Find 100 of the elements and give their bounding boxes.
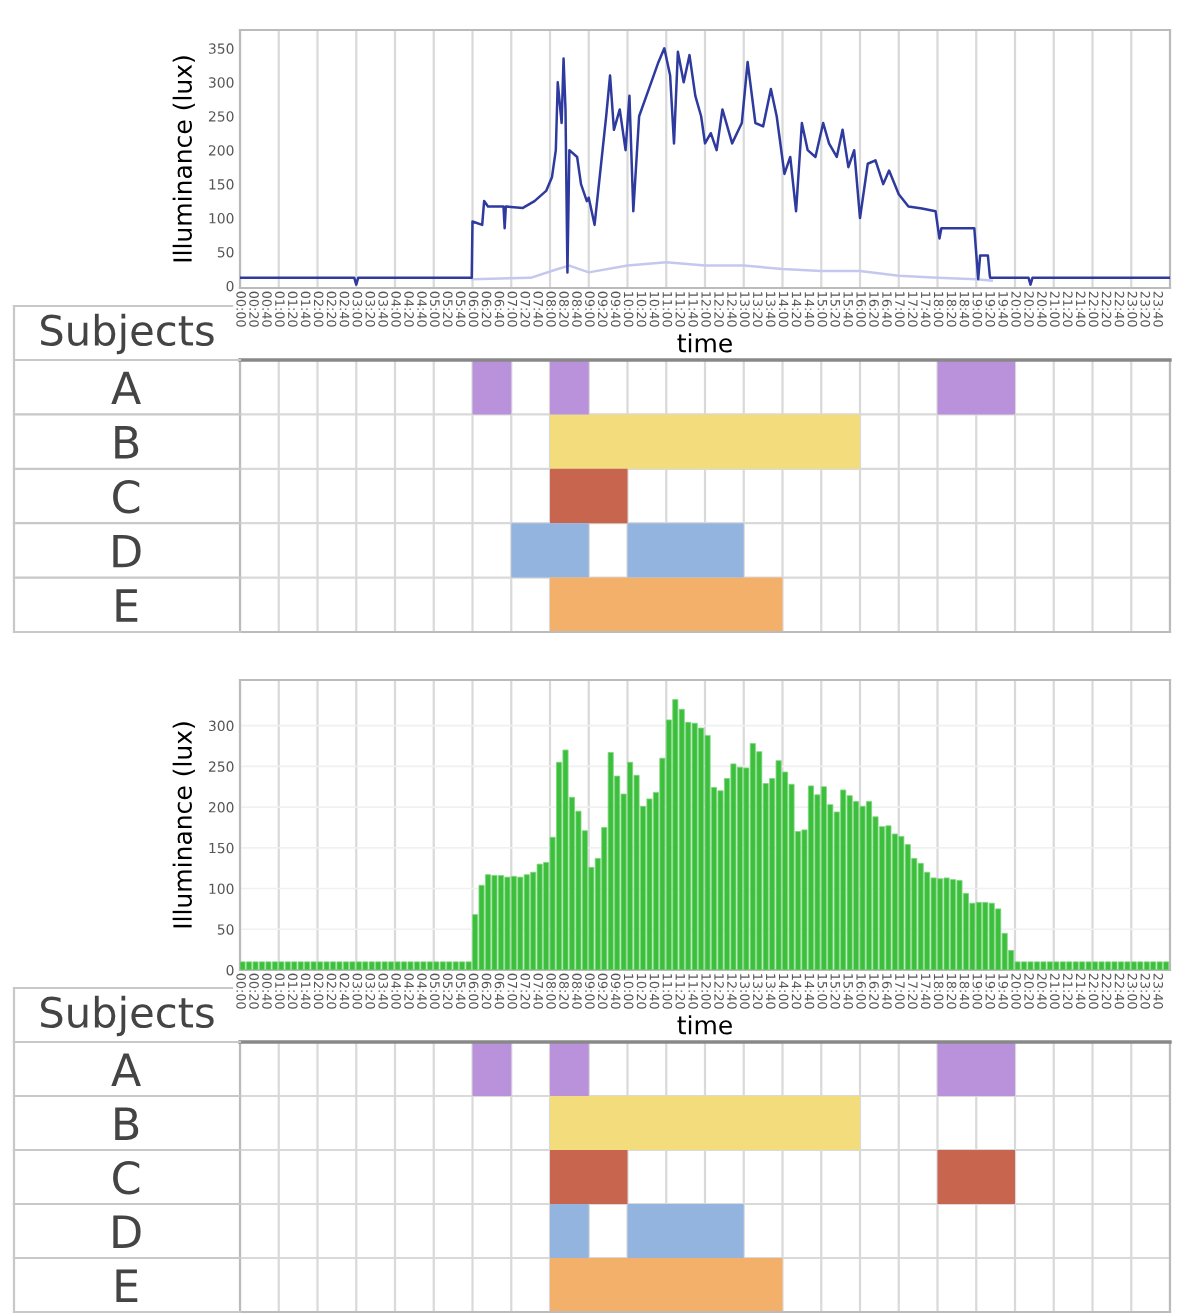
bar — [1072, 961, 1079, 970]
bar — [995, 908, 1002, 970]
bar — [240, 961, 246, 970]
bar — [1111, 961, 1118, 970]
bar — [627, 761, 634, 970]
bar — [982, 901, 989, 970]
bar — [891, 833, 898, 970]
bar — [904, 844, 911, 970]
bar — [278, 961, 285, 970]
bar — [943, 877, 950, 970]
bar — [459, 961, 466, 970]
bar — [517, 876, 524, 970]
bar — [930, 877, 937, 970]
bar — [756, 751, 763, 970]
y-tick-label: C — [113, 1160, 140, 1195]
bar — [523, 874, 530, 970]
bar — [413, 961, 420, 970]
bar — [1027, 961, 1034, 970]
bar — [749, 743, 756, 970]
bar — [691, 722, 698, 970]
bar — [988, 902, 995, 970]
bar — [820, 786, 827, 970]
bar — [401, 961, 408, 970]
bar — [704, 734, 711, 970]
bar — [530, 871, 537, 970]
bar — [407, 961, 414, 970]
bar — [258, 961, 265, 970]
bar — [497, 875, 504, 970]
bar — [550, 577, 783, 632]
bar — [388, 961, 395, 970]
bar — [342, 961, 349, 970]
y-axis-title: Illuminance (lux) — [172, 56, 195, 262]
y-tick-label: B — [115, 1107, 139, 1140]
bar — [1130, 961, 1137, 970]
bar — [1066, 961, 1073, 970]
bar — [646, 798, 653, 970]
bar — [536, 863, 543, 970]
bar — [330, 961, 336, 970]
y-tick-label: A — [111, 1053, 141, 1086]
bar — [1040, 961, 1047, 970]
bar — [917, 862, 924, 970]
bar — [924, 871, 931, 970]
bar — [1124, 961, 1131, 970]
bar — [1046, 961, 1053, 970]
bar — [846, 795, 853, 970]
bar — [840, 789, 847, 970]
y-tick-label: E — [116, 589, 138, 622]
y-tick-label: C — [113, 479, 140, 514]
bar — [317, 961, 324, 970]
bar — [271, 961, 278, 970]
bar — [672, 699, 679, 970]
bar — [252, 961, 259, 970]
bar — [730, 763, 737, 970]
bar — [853, 800, 860, 970]
bar — [550, 1096, 860, 1150]
y-tick-label: D — [113, 1215, 141, 1248]
bar — [510, 875, 517, 970]
bar — [310, 961, 317, 970]
bar — [426, 961, 433, 970]
bar — [1105, 961, 1111, 970]
bar — [284, 961, 291, 970]
bar — [1085, 961, 1092, 970]
bar — [975, 901, 982, 970]
x-axis-title: time — [677, 333, 732, 353]
bar — [956, 879, 963, 970]
y-tick-label: A — [111, 371, 141, 405]
y-axis-title: Subjects — [41, 313, 214, 355]
bar — [1059, 961, 1066, 970]
bar — [859, 805, 866, 970]
bar — [550, 414, 860, 469]
y-axis-title: Illuminance (lux) — [172, 722, 195, 928]
bar — [381, 961, 388, 970]
bar — [291, 961, 298, 970]
bar — [937, 1042, 1015, 1096]
bar — [1137, 961, 1144, 970]
bar — [504, 876, 511, 970]
bar — [336, 961, 343, 970]
bar — [562, 749, 569, 970]
bar — [1098, 961, 1105, 970]
bar — [433, 961, 440, 970]
bar — [1021, 961, 1028, 970]
bar — [950, 879, 956, 970]
bar — [550, 1258, 783, 1312]
bar — [550, 468, 628, 524]
bar — [368, 961, 375, 970]
line-series — [471, 260, 993, 282]
bar — [304, 961, 311, 970]
bar — [698, 727, 705, 970]
bar — [937, 878, 944, 970]
bar — [362, 961, 369, 970]
bar — [1156, 961, 1163, 970]
bar — [885, 825, 892, 970]
y-tick-label: E — [116, 1269, 138, 1302]
bar — [1163, 961, 1170, 970]
y-tick-label: D — [113, 534, 141, 568]
bar — [246, 961, 253, 970]
bar — [452, 961, 459, 970]
bar — [265, 961, 272, 970]
bar — [1053, 961, 1060, 970]
bar — [323, 961, 330, 970]
